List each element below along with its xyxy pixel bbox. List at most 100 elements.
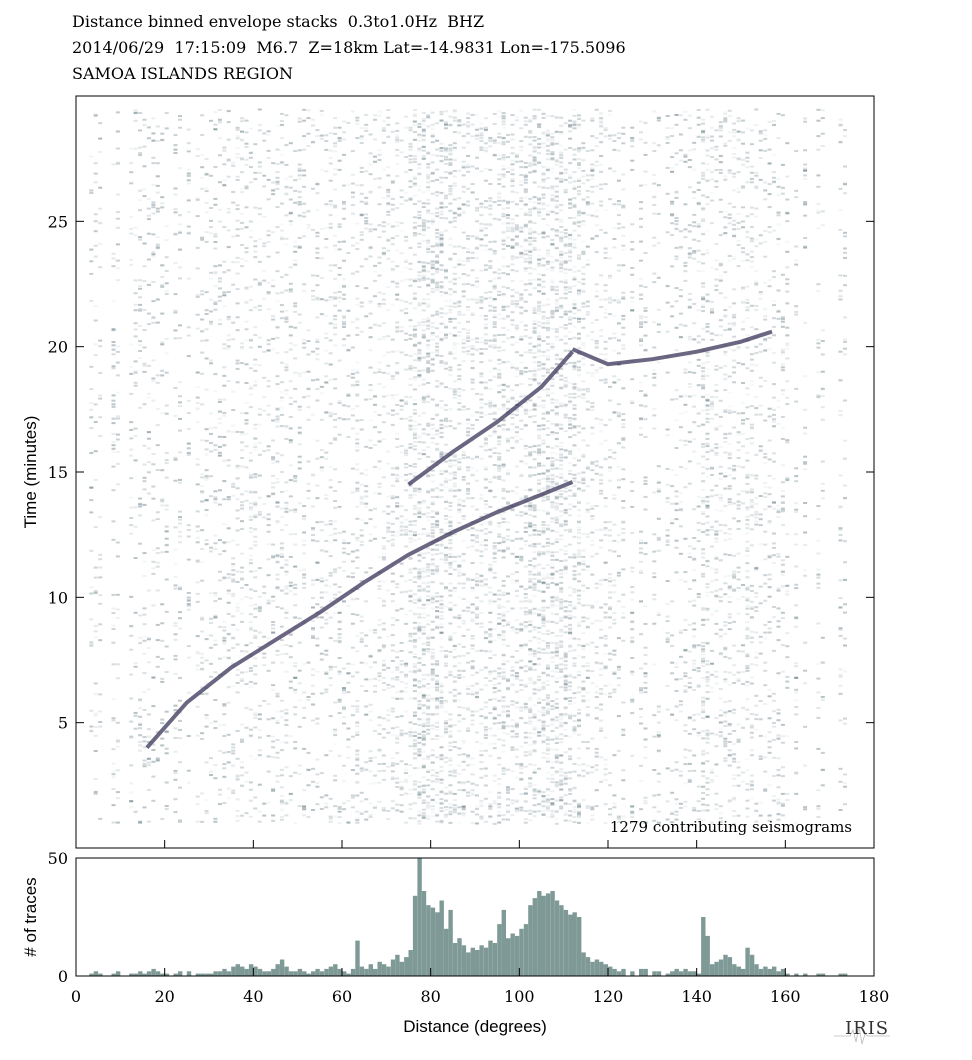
histogram-bar — [572, 912, 577, 976]
histogram-bar — [395, 954, 400, 976]
heatmap-column — [186, 128, 191, 784]
histogram-bar — [705, 935, 710, 976]
heatmap-column — [488, 136, 493, 819]
histogram-bar — [164, 973, 170, 976]
histogram-bar — [599, 961, 604, 976]
histogram-x-tick-label: 160 — [770, 987, 801, 1006]
heatmap-column — [439, 110, 444, 824]
histogram-bar — [585, 957, 591, 976]
histogram-bar — [222, 968, 227, 976]
histogram-bar — [581, 952, 586, 976]
histogram-bar — [253, 966, 258, 976]
histogram-bar — [745, 947, 750, 976]
heatmap-column — [209, 119, 213, 776]
heatmap-column — [284, 114, 289, 817]
heatmap-column — [501, 112, 506, 821]
histogram-y-tick-label: 0 — [58, 967, 68, 986]
heatmap-column — [288, 142, 293, 802]
heatmap-column — [452, 109, 457, 814]
heatmap-column — [89, 155, 94, 733]
heatmap-column — [195, 148, 200, 823]
heatmap-column — [475, 113, 479, 825]
histogram-bar — [89, 973, 94, 976]
heatmap-column — [359, 127, 364, 815]
heatmap-column — [718, 121, 723, 823]
heatmap-column — [776, 112, 781, 821]
histogram-y-ticks: 0 50 — [48, 849, 874, 986]
histogram-bar — [235, 964, 240, 976]
histogram-x-tick-label: 180 — [859, 987, 890, 1006]
histogram-bar — [838, 973, 843, 976]
histogram-bar — [311, 971, 316, 976]
chart-title-line-2: 2014/06/29 17:15:09 M6.7 Z=18km Lat=-14.… — [72, 38, 626, 57]
heatmap-column — [820, 109, 825, 787]
histogram-bar — [346, 973, 351, 976]
heatmap-column — [550, 115, 555, 818]
histogram-bar — [390, 959, 396, 976]
histogram-bar — [306, 973, 311, 976]
heatmap-column — [723, 111, 728, 762]
heatmap-column — [772, 120, 776, 802]
histogram-bar — [785, 973, 790, 976]
histogram-bar — [652, 971, 657, 976]
histogram-bar — [488, 940, 493, 976]
histogram-bar — [692, 971, 697, 976]
histogram-bar — [732, 964, 737, 976]
histogram-frame — [75, 857, 875, 977]
iris-logo-icon — [834, 1025, 890, 1045]
heatmap-column — [749, 129, 754, 800]
heatmap-y-tick-label: 10 — [48, 588, 68, 607]
heatmap-column — [297, 117, 302, 808]
histogram-x-tick-label: 20 — [154, 987, 174, 1006]
heatmap-column — [311, 118, 315, 811]
histogram-bar — [727, 957, 733, 976]
heatmap-y-tick-label: 25 — [48, 212, 68, 231]
histogram-bar — [559, 905, 564, 976]
heatmap-column — [204, 158, 209, 815]
heatmap-column — [173, 134, 178, 814]
histogram-bar — [448, 909, 453, 976]
histogram-bar — [386, 966, 391, 976]
heatmap-column — [572, 108, 577, 824]
histogram-bar — [364, 968, 369, 976]
histogram-bar — [577, 917, 582, 976]
histogram-bar — [678, 971, 684, 976]
heatmap-column — [319, 109, 324, 810]
histogram-bar — [368, 964, 373, 976]
heatmap-column — [151, 117, 156, 802]
heatmap-column — [98, 122, 103, 820]
heatmap-column — [350, 110, 355, 809]
heatmap-column — [342, 120, 346, 811]
histogram-bar — [115, 971, 121, 976]
heatmap-column — [470, 113, 475, 825]
histogram-bar — [421, 891, 427, 976]
heatmap-column — [111, 163, 116, 824]
histogram-x-tick-label: 120 — [593, 987, 624, 1006]
histogram-bar — [271, 968, 276, 976]
heatmap-column — [794, 150, 799, 824]
histogram-bar — [381, 964, 387, 976]
histogram-bar — [749, 954, 755, 976]
heatmap-column — [275, 124, 280, 783]
histogram-x-tick-label: 140 — [681, 987, 712, 1006]
phase-curve — [571, 329, 773, 367]
heatmap-column — [678, 114, 683, 809]
heatmap-column — [235, 126, 240, 822]
heatmap-column — [155, 125, 160, 762]
heatmap-column — [696, 109, 701, 821]
heatmap-column — [178, 115, 182, 823]
histogram-bar — [151, 968, 156, 976]
heatmap-column — [315, 129, 320, 806]
histogram-bar — [160, 973, 165, 976]
heatmap-column — [559, 116, 564, 810]
heatmap-column — [692, 141, 697, 812]
histogram-bar — [213, 971, 218, 976]
heatmap-y-ticks: 5 10 15 20 25 — [48, 212, 874, 733]
histogram-bar — [240, 966, 245, 976]
heatmap-column — [390, 130, 395, 810]
histogram-bar — [412, 895, 418, 976]
histogram-bar — [532, 898, 537, 976]
heatmap-column — [519, 109, 524, 812]
heatmap-column — [293, 150, 298, 824]
